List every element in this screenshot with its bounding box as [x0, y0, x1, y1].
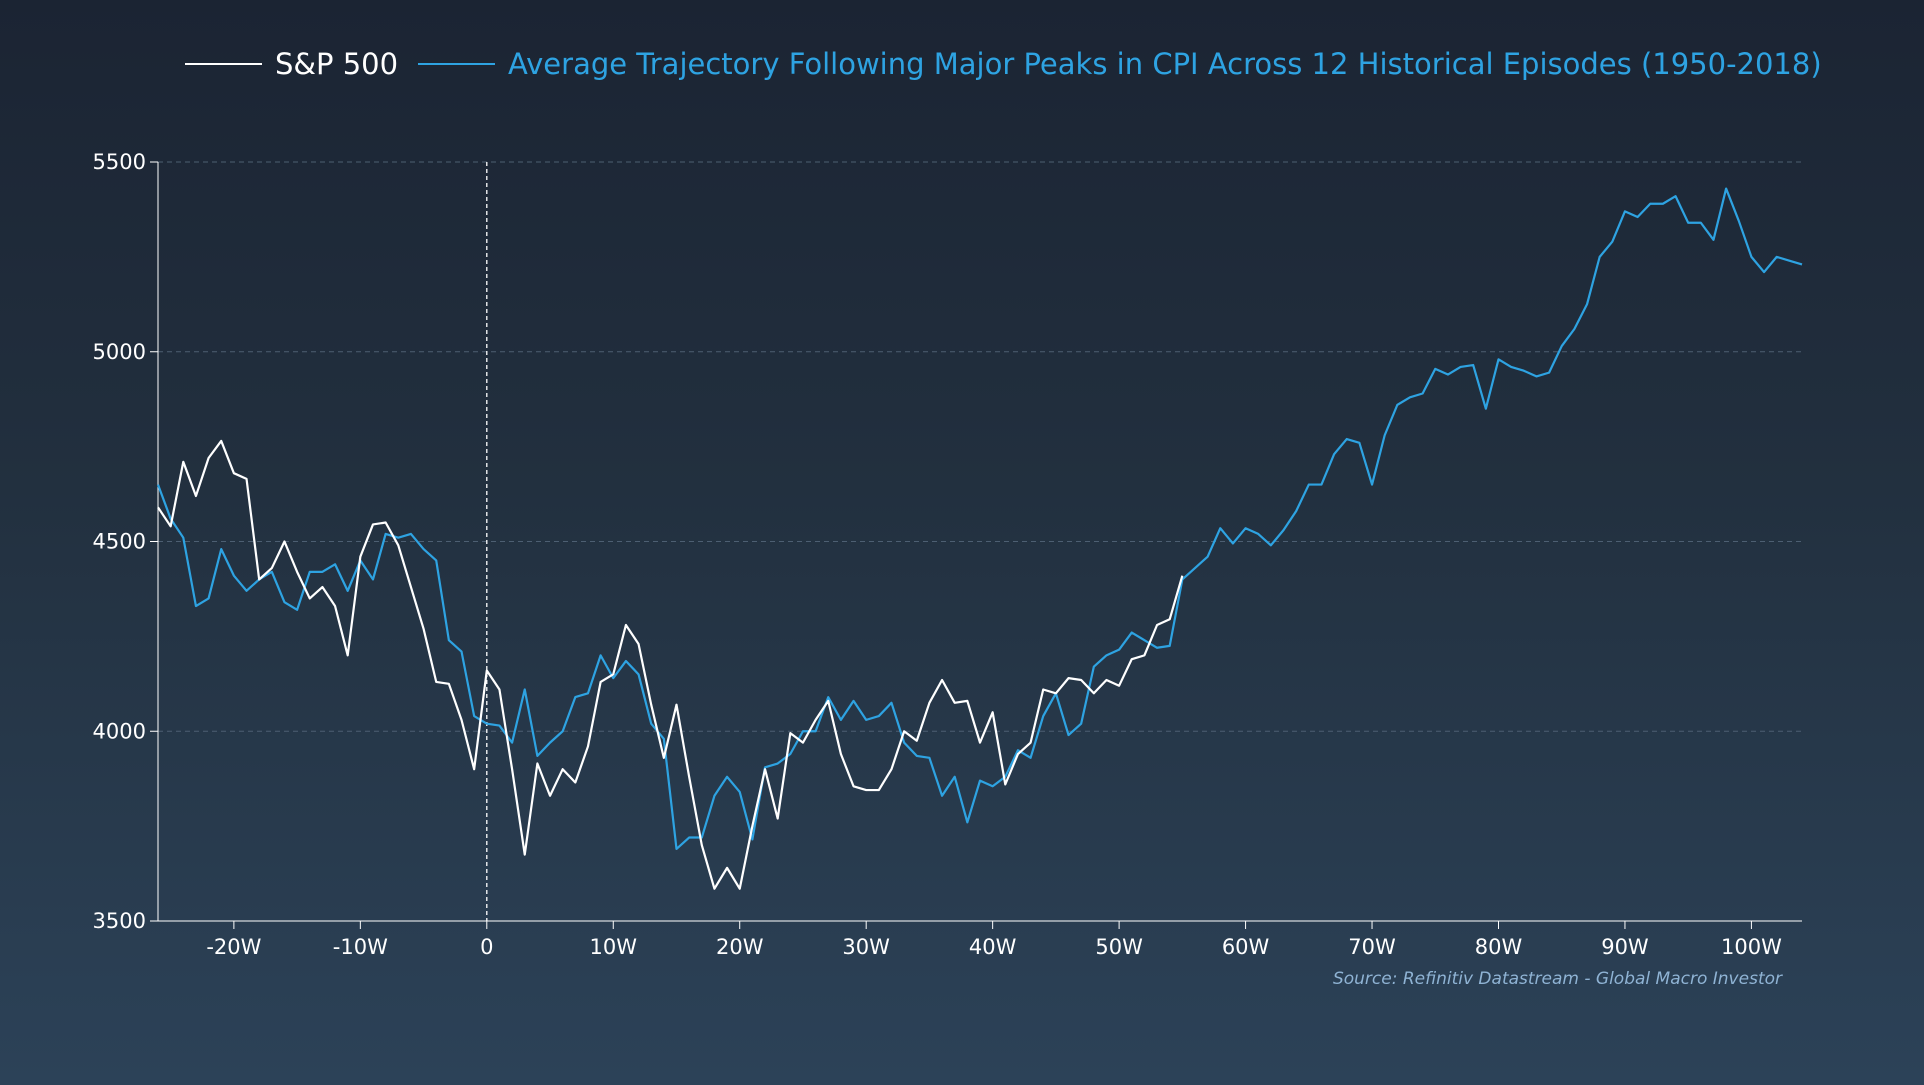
x-tick-label-30: 30W: [842, 935, 890, 959]
y-tick-label-5000: 5000: [93, 340, 146, 364]
x-tick-label-40: 40W: [969, 935, 1017, 959]
x-tick-label--20: -20W: [206, 935, 261, 959]
x-tick-label-0: 0: [480, 935, 493, 959]
x-tick-label-100: 100W: [1721, 935, 1782, 959]
y-tick-label-4000: 4000: [93, 719, 146, 743]
source-note: Source: Refinitiv Datastream - Global Ma…: [1333, 969, 1783, 989]
y-tick-label-3500: 3500: [93, 909, 146, 933]
axes: 3500 4000 4500 5000 5500 -20W -10W 0 10W 20W 30W 40…: [93, 150, 1802, 959]
y-tick-label-4500: 4500: [93, 530, 146, 554]
legend-label-sp500: S&P 500: [275, 47, 398, 81]
x-tick-label-50: 50W: [1095, 935, 1143, 959]
legend: S&P 500 Average Trajectory Following Maj…: [185, 47, 1822, 81]
x-tick-label-20: 20W: [716, 935, 764, 959]
series-lines: [156, 187, 1803, 890]
legend-label-average: Average Trajectory Following Major Peaks…: [508, 47, 1822, 81]
x-tick-label-10: 10W: [590, 935, 638, 959]
gridlines: [158, 161, 1802, 732]
y-tick-label-5500: 5500: [93, 150, 146, 174]
x-tick-label--10: -10W: [333, 935, 388, 959]
series-line-sp500: [157, 439, 1184, 890]
x-tick-label-90: 90W: [1601, 935, 1649, 959]
series-line-average-trajectory: [156, 187, 1803, 850]
x-tick-label-60: 60W: [1222, 935, 1270, 959]
x-tick-label-80: 80W: [1475, 935, 1523, 959]
x-tick-label-70: 70W: [1348, 935, 1396, 959]
